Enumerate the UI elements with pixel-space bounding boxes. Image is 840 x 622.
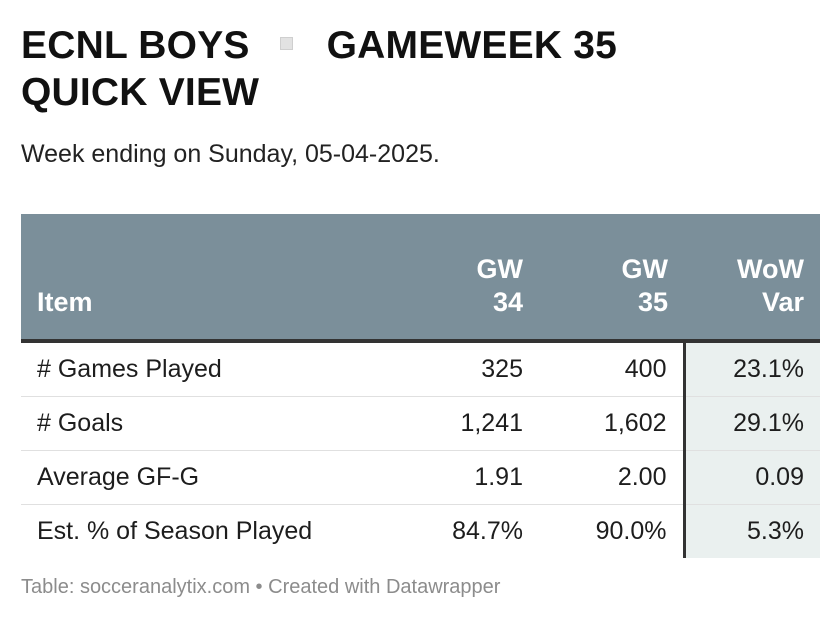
- table-cell-gw35: 2.00: [539, 450, 684, 505]
- footer-separator: •: [250, 576, 269, 598]
- table-cell-item: Average GF-G: [21, 450, 381, 505]
- subtitle: Week ending on Sunday, 05-04-2025.: [21, 140, 440, 168]
- table-body: # Games Played 325 400 23.1% # Goals 1,241 1,6…: [21, 341, 820, 558]
- table-cell-gw34: 1.91: [381, 450, 539, 505]
- table-cell-gw35: 400: [539, 341, 684, 397]
- footer-created-with: Created with Datawrapper: [268, 576, 501, 598]
- table-cell-gw35: 90.0%: [595, 517, 667, 545]
- title-part2: GAMEWEEK 35: [326, 24, 618, 67]
- title-part1: ECNL BOYS: [21, 24, 250, 67]
- footer-source-prefix: Table:: [21, 576, 80, 598]
- column-header-wow: WoW Var: [684, 214, 820, 341]
- table-cell-gw34: 1,241: [381, 396, 539, 451]
- table-cell-item: Est. % of Season Played: [37, 517, 313, 545]
- table-row: Est. % of Season Played 84.7% 90.0% 5.3%: [21, 504, 820, 558]
- table-cell-item: # Goals: [21, 396, 381, 451]
- page-title: ECNL BOYS GAMEWEEK 35 QUICK VIEW: [21, 22, 821, 116]
- column-header-line1: WoW: [737, 254, 804, 284]
- table-cell-wow: 23.1%: [682, 341, 820, 397]
- column-header-gw34: GW 34: [381, 214, 539, 341]
- data-table: Item GW 34 GW 35 WoW Var # Games Played 325 400 2…: [21, 214, 820, 558]
- column-header-line1: GW: [621, 254, 669, 284]
- header-row: Item GW 34 GW 35 WoW Var: [21, 214, 820, 341]
- table-header: Item GW 34 GW 35 WoW Var: [21, 214, 820, 341]
- table-row: Average GF-G 1.91 2.00 0.09: [21, 450, 820, 505]
- footer: Table: socceranalytix.com • Created with…: [21, 576, 500, 599]
- column-header-item: Item: [21, 214, 381, 341]
- table-row: # Goals 1,241 1,602 29.1%: [21, 396, 820, 451]
- column-header-line2: 35: [637, 287, 668, 317]
- column-header-line1: Item: [37, 287, 93, 317]
- footer-source-link[interactable]: socceranalytix.com: [79, 576, 250, 598]
- table-cell-wow: 5.3%: [682, 504, 820, 558]
- table-row: # Games Played 325 400 23.1%: [21, 341, 820, 397]
- table-cell-gw34: 84.7%: [452, 517, 523, 545]
- column-header-gw35: GW 35: [539, 214, 684, 341]
- table-cell-gw35: 1,602: [539, 396, 684, 451]
- table-cell-item: # Games Played: [21, 341, 381, 397]
- column-header-line2: 34: [492, 287, 523, 317]
- table-cell-wow: 29.1%: [682, 396, 820, 451]
- table-cell-gw34: 325: [381, 341, 539, 397]
- column-header-line1: GW: [476, 254, 524, 284]
- title-line2: QUICK VIEW: [21, 71, 260, 114]
- title-block: ECNL BOYS GAMEWEEK 35 QUICK VIEW: [21, 22, 821, 116]
- column-header-line2: Var: [761, 287, 804, 317]
- table-cell-wow: 0.09: [682, 450, 820, 505]
- title-separator-icon: [279, 37, 293, 51]
